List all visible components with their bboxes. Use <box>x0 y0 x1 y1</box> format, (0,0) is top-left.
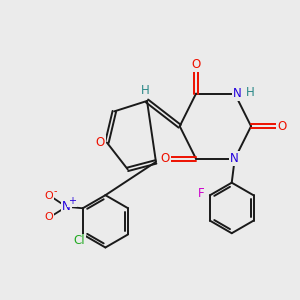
Text: H: H <box>141 84 150 97</box>
Text: O: O <box>44 212 53 222</box>
Text: O: O <box>277 120 286 133</box>
Text: O: O <box>96 136 105 149</box>
Text: O: O <box>161 152 170 165</box>
Text: -: - <box>53 186 57 196</box>
Text: O: O <box>44 191 53 201</box>
Text: N: N <box>233 87 242 100</box>
Text: +: + <box>68 196 76 206</box>
Text: H: H <box>246 85 254 98</box>
Text: N: N <box>230 152 239 165</box>
Text: N: N <box>62 200 71 213</box>
Text: F: F <box>198 187 205 200</box>
Text: Cl: Cl <box>74 235 85 248</box>
Text: O: O <box>191 58 201 71</box>
